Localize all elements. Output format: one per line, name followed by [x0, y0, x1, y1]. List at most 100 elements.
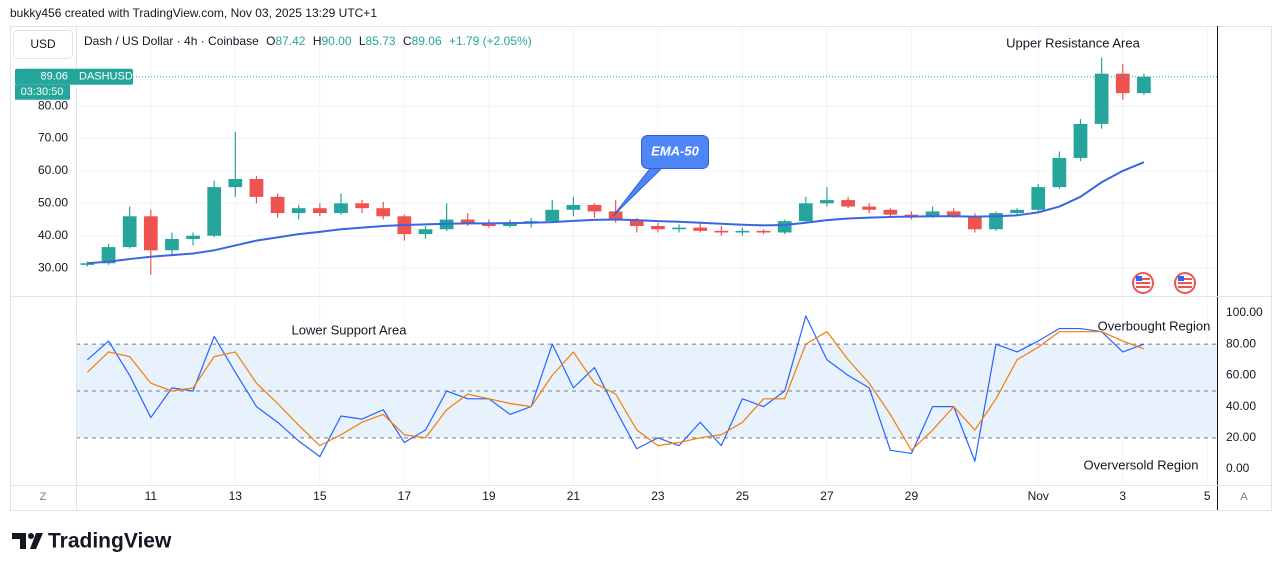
symbol: Dash / US Dollar · 4h · Coinbase	[84, 34, 259, 48]
close-value: 89.06	[412, 34, 442, 48]
scale-button[interactable]: A	[1240, 491, 1248, 503]
y-tick-label: 60.00	[1226, 368, 1256, 382]
chart-frame	[10, 26, 1272, 511]
x-tick-label: 15	[313, 489, 327, 503]
candle-body	[291, 208, 306, 214]
event-icons	[1132, 272, 1196, 294]
candle-body	[608, 211, 623, 220]
annotation: Upper Resistance Area	[1006, 35, 1140, 50]
candle-body	[566, 204, 581, 210]
candle-body	[1137, 76, 1151, 94]
candle-body	[186, 235, 200, 239]
candle-body	[207, 187, 222, 236]
open-label: O	[266, 34, 275, 48]
last-price-label: 89.06	[40, 71, 68, 83]
candle-body	[714, 230, 729, 233]
brand-name: TradingView	[48, 530, 172, 553]
x-tick-label: Nov	[1028, 489, 1049, 503]
candle-body	[545, 209, 560, 222]
overlay-layer: 11 13 15 17 19 21 23 25 27 29 Nov 3 5 30.00 40.00 50.00…	[15, 68, 1263, 503]
series-line	[86, 331, 1145, 451]
series-line	[87, 161, 1145, 265]
y-tick-label: 100.00	[1226, 305, 1263, 319]
series-line	[87, 315, 1145, 462]
candle-body	[820, 200, 834, 204]
y-tick-label: 40.00	[1226, 399, 1256, 413]
candle-body	[1052, 157, 1067, 188]
candle-body	[1010, 209, 1024, 214]
x-tick-label: 25	[736, 489, 750, 503]
x-tick-label: 13	[229, 489, 243, 503]
candle-body	[925, 211, 940, 217]
high-value: 90.00	[321, 34, 351, 48]
x-tick-label: 19	[482, 489, 496, 503]
y-tick-label: 70.00	[38, 131, 68, 145]
y-tick-label: 80.00	[1226, 336, 1256, 350]
candle-body	[249, 179, 264, 197]
candle-body	[587, 204, 602, 212]
x-tick-label: 11	[145, 489, 158, 503]
candle-body	[841, 200, 855, 207]
x-tick-label: 17	[398, 489, 412, 503]
candle-body	[777, 221, 792, 233]
high-label: H	[313, 34, 322, 48]
candle-body	[334, 203, 348, 214]
x-tick-label: 21	[567, 489, 581, 503]
currency-label: USD	[30, 37, 56, 51]
open-value: 87.42	[275, 34, 305, 48]
y-tick-label: 50.00	[38, 195, 68, 209]
flag-canton	[1178, 276, 1184, 281]
candle-body	[693, 227, 708, 231]
annotation: Lower Support Area	[292, 322, 408, 337]
scale-button[interactable]: Z	[40, 491, 47, 503]
low-value: 85.73	[366, 34, 396, 48]
candle-body	[143, 216, 158, 251]
candle-body	[122, 216, 137, 248]
candle-body	[1094, 73, 1109, 124]
y-tick-label: 80.00	[38, 98, 68, 112]
candle-body	[101, 247, 116, 264]
last-price-box	[15, 68, 133, 85]
candle-body	[735, 230, 750, 233]
attribution: bukky456 created with TradingView.com, N…	[10, 6, 377, 20]
candle-body	[967, 216, 982, 230]
candle-body	[904, 214, 919, 217]
x-tick-label: 3	[1119, 489, 1126, 503]
y-tick-label: 30.00	[38, 260, 68, 274]
candle-body	[1073, 123, 1088, 158]
candle-body	[756, 230, 771, 233]
candle-body	[862, 206, 877, 210]
countdown: 03:30:50	[21, 86, 64, 98]
low-label: L	[359, 34, 366, 48]
brand-logo: TradingView	[12, 530, 172, 553]
symbol-label: DASHUSD	[79, 71, 133, 83]
candle-body	[418, 229, 433, 235]
candle-body	[946, 211, 961, 217]
grid-layer	[76, 28, 1217, 485]
logo-slash	[30, 533, 43, 549]
change: +1.79 (+2.05%)	[449, 34, 532, 48]
callout-box	[641, 135, 709, 169]
ema-callout: EMA-50	[612, 135, 709, 217]
x-tick-label: 23	[651, 489, 665, 503]
candle-body	[80, 263, 95, 265]
candle-body	[798, 203, 813, 222]
flag-canton	[1136, 276, 1142, 281]
candle-body	[651, 226, 665, 230]
candle-body	[270, 196, 285, 214]
candle-body	[1031, 187, 1046, 210]
y-tick-label: 20.00	[1226, 430, 1256, 444]
legend-header: Dash / US Dollar · 4h · Coinbase O87.42 …	[84, 34, 532, 48]
x-tick-label: 5	[1204, 489, 1211, 503]
y-tick-label: 0.00	[1226, 461, 1250, 475]
logo-dot	[28, 533, 34, 539]
candle-body	[672, 227, 686, 230]
y-tick-label: 40.00	[38, 228, 68, 242]
y-tick-label: 60.00	[38, 163, 68, 177]
candle-body	[228, 179, 243, 188]
candle-body	[165, 238, 179, 251]
currency-button[interactable]	[13, 30, 73, 59]
logo-mark	[12, 533, 26, 549]
